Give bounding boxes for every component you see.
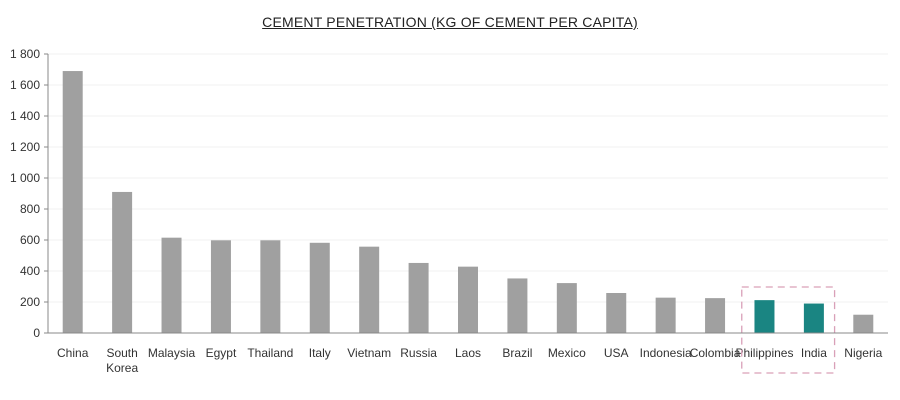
bar <box>606 293 627 333</box>
x-tick-label: Nigeria <box>844 346 882 360</box>
bar <box>556 283 577 333</box>
x-tick-label: Italy <box>309 346 331 360</box>
bar <box>112 191 133 333</box>
y-tick-label: 600 <box>20 233 40 247</box>
highlight-box <box>741 286 836 374</box>
y-axis-ticks: 0 200 400 600 800 1 000 1 200 1 400 1 600 1 800 <box>10 47 49 340</box>
x-tick-label: Malaysia <box>148 346 196 360</box>
x-tick-label: USA <box>604 346 629 360</box>
x-tick-label: Russia <box>400 346 437 360</box>
bar <box>655 297 676 333</box>
bar <box>705 298 726 333</box>
x-axis-labels: China South Korea Malaysia Egypt Thailand Ital… <box>57 346 883 375</box>
y-tick-label: 1 000 <box>10 171 40 185</box>
x-tick-label: South Korea <box>106 346 138 375</box>
x-tick-label: Indonesia <box>640 346 692 360</box>
x-tick-label: China <box>57 346 89 360</box>
bar <box>309 242 330 333</box>
bar <box>754 300 775 333</box>
bar <box>408 262 429 333</box>
x-tick-label: Mexico <box>548 346 586 360</box>
highlight-box-outline <box>741 286 836 374</box>
y-tick-label: 400 <box>20 264 40 278</box>
chart-title: CEMENT PENETRATION (KG OF CEMENT PER CAP… <box>262 14 638 30</box>
bar <box>260 240 281 333</box>
bar <box>210 240 231 333</box>
x-tick-label: Brazil <box>502 346 532 360</box>
bar <box>62 71 83 334</box>
x-tick-label: Vietnam <box>347 346 391 360</box>
bar <box>853 314 874 333</box>
y-tick-label: 1 600 <box>10 78 40 92</box>
x-tick-label: Thailand <box>247 346 293 360</box>
bar <box>803 303 824 333</box>
y-tick-label: 1 400 <box>10 109 40 123</box>
y-tick-label: 1 200 <box>10 140 40 154</box>
x-tick-label: Egypt <box>206 346 237 360</box>
y-tick-label: 200 <box>20 295 40 309</box>
x-tick-label: India <box>801 346 827 360</box>
x-tick-label: Colombia <box>690 346 741 360</box>
bar <box>161 237 182 333</box>
bar <box>458 266 478 333</box>
x-tick-label: Philippines <box>735 346 793 360</box>
y-tick-label: 1 800 <box>10 47 40 61</box>
x-tick-label: Laos <box>455 346 481 360</box>
bars <box>62 71 874 334</box>
bar <box>359 246 380 333</box>
y-tick-label: 0 <box>33 326 40 340</box>
bar <box>507 278 528 333</box>
y-tick-label: 800 <box>20 202 40 216</box>
